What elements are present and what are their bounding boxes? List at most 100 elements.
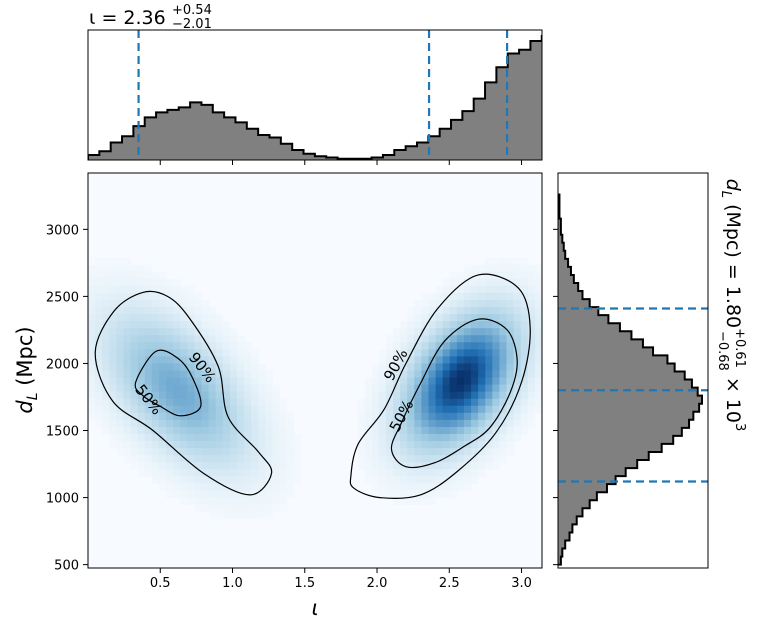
density-cell [506, 419, 515, 428]
density-cell [492, 441, 501, 449]
density-cell [137, 314, 146, 322]
density-cell [463, 299, 472, 308]
density-cell [194, 504, 203, 513]
density-cell [208, 314, 217, 322]
density-cell [527, 278, 536, 287]
iota-hist-bar [292, 149, 304, 160]
density-cell [435, 356, 444, 365]
density-cell [116, 363, 125, 372]
density-cell [173, 476, 181, 484]
dl-title-d: d [722, 179, 744, 192]
density-cell [513, 285, 522, 294]
density-cell [499, 328, 508, 336]
density-cell [229, 377, 238, 386]
density-cell [215, 476, 224, 484]
density-cell [442, 299, 451, 308]
density-cell [187, 398, 195, 407]
density-cell [485, 370, 493, 379]
density-cell [236, 419, 245, 428]
density-cell [158, 448, 167, 456]
density-cell [215, 419, 224, 428]
contour-90pct [94, 290, 273, 496]
density-cell [258, 391, 266, 400]
density-cell [478, 271, 486, 280]
density-cell [513, 433, 522, 442]
density-cell [88, 271, 96, 280]
density-cell [88, 285, 96, 294]
density-cell [180, 469, 188, 477]
density-cell [180, 377, 188, 386]
density-cell [279, 483, 288, 492]
density-cell [286, 455, 295, 463]
density-cell [456, 285, 465, 294]
density-cell [478, 433, 486, 442]
density-cell [151, 278, 160, 287]
density-cell [485, 433, 493, 442]
density-cell [215, 398, 224, 407]
density-cell [499, 370, 508, 379]
iota-hist-bar [598, 87, 610, 160]
density-cell [109, 412, 117, 421]
density-cell [187, 328, 195, 336]
density-cell [435, 377, 444, 386]
density-cell [499, 412, 508, 421]
dl-hist-bar [558, 266, 571, 276]
density-cell [194, 469, 203, 477]
density-cell [293, 462, 302, 470]
density-cell [208, 448, 217, 456]
density-cell [180, 433, 188, 442]
density-cell [229, 433, 238, 442]
density-cell [449, 292, 458, 301]
density-cell [151, 426, 160, 435]
density-cell [520, 405, 529, 414]
density-cell [158, 391, 167, 400]
density-cell [435, 469, 444, 477]
density-cell [485, 349, 493, 357]
density-cell [180, 419, 188, 428]
density-cell [265, 469, 274, 477]
density-cell [520, 307, 529, 315]
density-cell [236, 448, 245, 456]
iota-hist-bar [621, 124, 633, 160]
density-cell [130, 377, 139, 386]
density-cell [208, 497, 217, 506]
density-cell [137, 321, 146, 329]
density-cell [272, 497, 281, 506]
density-cell [506, 271, 515, 280]
density-cell [378, 412, 387, 421]
density-cell [400, 391, 408, 400]
density-cell [357, 398, 366, 407]
density-cell [222, 342, 231, 350]
density-cell [194, 433, 203, 442]
density-cell [116, 419, 125, 428]
density-cell [208, 419, 217, 428]
density-cell [414, 405, 422, 414]
density-cell [357, 412, 366, 421]
contour-90pct [349, 273, 531, 499]
density-cell [499, 391, 508, 400]
density-cell [251, 504, 259, 513]
density-cell [236, 377, 245, 386]
density-cell [158, 412, 167, 421]
y-axis-label-unit: (Mpc) [13, 326, 37, 392]
density-cell [499, 299, 508, 308]
density-cell [463, 483, 472, 492]
density-cell [215, 342, 224, 350]
density-cell [116, 328, 125, 336]
density-cell [244, 349, 252, 357]
density-cell [527, 356, 536, 365]
density-cell [116, 314, 125, 322]
density-cell [506, 356, 515, 365]
density-cell [222, 504, 231, 513]
density-cell [180, 370, 188, 379]
density-cell [534, 335, 542, 343]
density-cell [364, 476, 373, 484]
density-cell [144, 455, 153, 463]
density-cell [95, 384, 103, 393]
density-cell [421, 483, 430, 492]
density-cell [201, 441, 210, 449]
dl-hist-bar [558, 443, 662, 453]
density-cell [527, 321, 536, 329]
density-cell [109, 278, 117, 287]
density-cell [137, 299, 146, 308]
